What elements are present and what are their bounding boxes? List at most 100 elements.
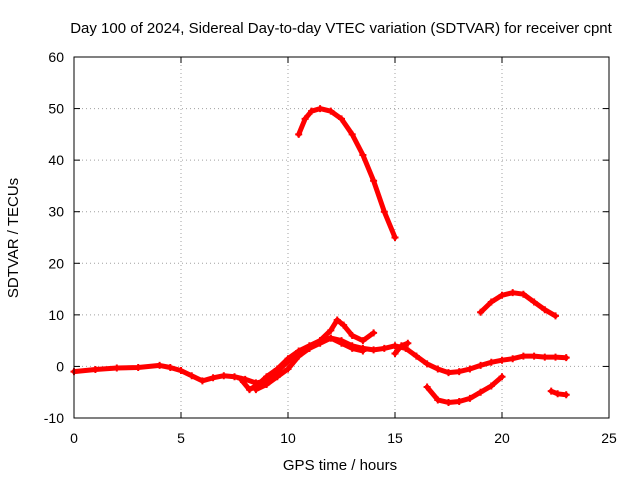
data-point-marker bbox=[530, 352, 538, 360]
x-tick-label: 20 bbox=[494, 430, 510, 446]
data-point-marker bbox=[477, 388, 485, 396]
x-tick-label: 25 bbox=[601, 430, 617, 446]
data-point-marker bbox=[552, 353, 559, 361]
data-point-marker bbox=[338, 339, 345, 347]
data-point-marker bbox=[445, 399, 452, 407]
data-point-marker bbox=[301, 115, 309, 123]
y-axis-title: SDTVAR / TECUs bbox=[5, 178, 22, 298]
data-point-marker bbox=[327, 326, 335, 334]
data-point-marker bbox=[284, 365, 292, 373]
data-point-marker bbox=[380, 208, 388, 216]
data-point-marker bbox=[541, 306, 549, 314]
data-point-marker bbox=[530, 298, 538, 306]
data-point-marker bbox=[316, 105, 324, 113]
data-point-marker bbox=[455, 397, 463, 405]
data-point-marker bbox=[340, 321, 348, 329]
data-point-marker bbox=[359, 337, 367, 345]
data-point-marker bbox=[188, 372, 196, 380]
data-point-marker bbox=[333, 316, 341, 324]
data-point-marker bbox=[91, 366, 99, 374]
series-layer bbox=[70, 105, 570, 407]
data-point-marker bbox=[348, 344, 356, 352]
y-tick-label: 0 bbox=[56, 358, 64, 374]
y-tick-label: 10 bbox=[48, 307, 64, 323]
data-point-marker bbox=[477, 308, 485, 316]
data-point-marker bbox=[519, 290, 527, 298]
data-point-marker bbox=[305, 344, 313, 352]
x-axis-title: GPS time / hours bbox=[283, 457, 397, 474]
data-point-marker bbox=[487, 358, 495, 366]
data-point-marker bbox=[552, 312, 559, 320]
y-tick-label: -10 bbox=[44, 410, 64, 426]
data-point-marker bbox=[404, 339, 412, 347]
data-point-marker bbox=[308, 107, 316, 115]
data-point-marker bbox=[295, 130, 303, 138]
data-point-marker bbox=[509, 289, 517, 297]
data-point-marker bbox=[284, 355, 292, 363]
data-point-marker bbox=[370, 329, 378, 337]
y-tick-label: 40 bbox=[48, 152, 64, 168]
data-point-marker bbox=[316, 337, 324, 345]
data-point-marker bbox=[423, 383, 431, 391]
data-point-marker bbox=[348, 130, 356, 138]
data-point-marker bbox=[391, 342, 399, 350]
data-point-marker bbox=[273, 373, 281, 381]
y-tick-label: 50 bbox=[48, 101, 64, 117]
data-point-marker bbox=[391, 350, 399, 358]
data-point-marker bbox=[466, 365, 474, 373]
data-point-marker bbox=[263, 373, 271, 381]
data-point-marker bbox=[562, 391, 570, 399]
x-tick-label: 5 bbox=[177, 430, 185, 446]
data-point-marker bbox=[338, 115, 345, 123]
data-point-marker bbox=[370, 346, 378, 354]
data-point-marker bbox=[562, 354, 570, 362]
data-point-marker bbox=[498, 356, 506, 364]
data-point-marker bbox=[263, 380, 271, 388]
series-line-evening-arc bbox=[478, 290, 558, 319]
data-point-marker bbox=[359, 151, 367, 159]
data-point-marker bbox=[252, 386, 260, 394]
data-point-marker bbox=[273, 365, 281, 373]
x-tick-label: 10 bbox=[280, 430, 296, 446]
data-point-marker bbox=[498, 291, 506, 299]
data-point-marker bbox=[397, 342, 405, 350]
x-tick-label: 0 bbox=[70, 430, 78, 446]
data-point-marker bbox=[220, 372, 228, 380]
data-point-marker bbox=[327, 334, 335, 342]
data-point-marker bbox=[177, 367, 185, 375]
y-tick-label: 60 bbox=[48, 49, 64, 65]
data-point-marker bbox=[134, 363, 142, 371]
data-point-marker bbox=[156, 361, 164, 369]
x-tick-label: 15 bbox=[387, 430, 403, 446]
data-point-marker bbox=[434, 396, 442, 404]
data-point-marker bbox=[554, 390, 562, 398]
data-point-marker bbox=[237, 375, 245, 383]
y-tick-label: 20 bbox=[48, 255, 64, 271]
data-point-marker bbox=[466, 394, 474, 402]
data-point-marker bbox=[487, 298, 495, 306]
data-point-marker bbox=[198, 377, 206, 385]
data-point-marker bbox=[487, 382, 495, 390]
data-point-marker bbox=[295, 352, 303, 360]
data-point-marker bbox=[113, 364, 121, 372]
data-point-marker bbox=[541, 353, 549, 361]
data-point-marker bbox=[477, 361, 485, 369]
axis-ticks: 0 5 10 15 20 25 -10 0 10 20 30 40 50 60 bbox=[44, 49, 617, 446]
data-point-marker bbox=[547, 387, 555, 395]
data-point-marker bbox=[519, 352, 527, 360]
data-point-marker bbox=[391, 234, 399, 241]
data-point-marker bbox=[209, 374, 217, 382]
data-point-marker bbox=[380, 344, 388, 352]
plot-frame bbox=[73, 56, 610, 419]
data-point-marker bbox=[359, 347, 367, 355]
data-point-marker bbox=[412, 352, 420, 360]
data-point-marker bbox=[509, 355, 517, 363]
data-point-marker bbox=[434, 365, 442, 373]
data-point-marker bbox=[498, 373, 506, 381]
data-point-marker bbox=[370, 177, 378, 185]
data-point-marker bbox=[327, 107, 335, 115]
chart-title: Day 100 of 2024, Sidereal Day-to-day VTE… bbox=[70, 20, 612, 37]
data-point-marker bbox=[231, 373, 238, 381]
